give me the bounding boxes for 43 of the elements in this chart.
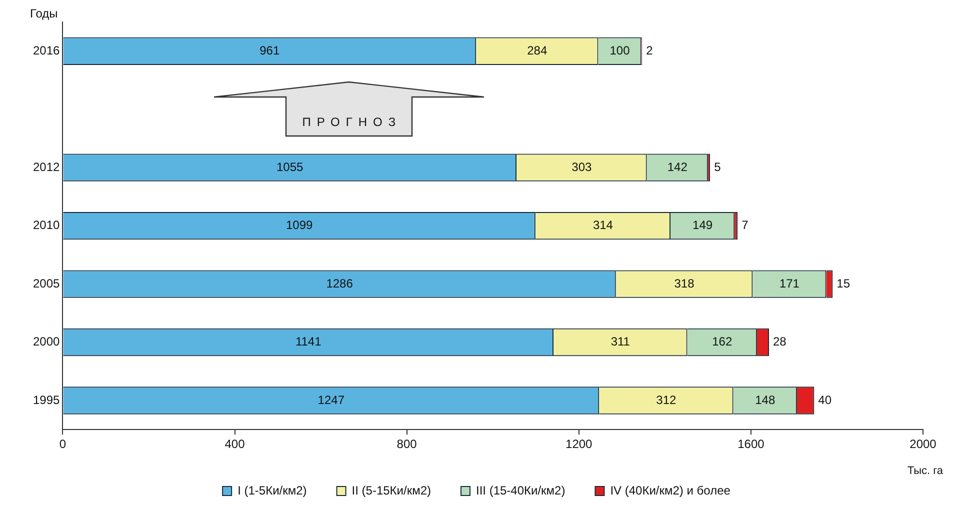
data-label: 7 — [742, 218, 749, 232]
data-label: 311 — [610, 334, 630, 349]
y-tick-label: 2000 — [32, 334, 60, 349]
data-label: 28 — [773, 334, 787, 349]
data-label: 303 — [572, 160, 592, 174]
data-label: 318 — [674, 276, 695, 290]
data-label: 1099 — [286, 218, 313, 232]
legend-label: IV (40Ки/км2) и более — [610, 483, 731, 498]
annotation: ПРОГНОЗ — [302, 115, 402, 130]
data-label: 1055 — [276, 160, 304, 174]
x-tick-label: 400 — [224, 437, 246, 452]
legend-label: III (15-40Ки/км2) — [476, 483, 566, 498]
y-tick-label: 2016 — [32, 43, 60, 58]
data-label: 148 — [755, 392, 776, 407]
y-tick-label: 1995 — [32, 392, 60, 407]
data-label: 162 — [712, 334, 732, 349]
data-label: 40 — [818, 392, 832, 407]
x-tick-label: 800 — [396, 437, 418, 452]
data-label: 15 — [836, 276, 850, 290]
data-label: 284 — [527, 43, 548, 58]
data-label: 171 — [779, 276, 800, 290]
data-label: 312 — [656, 392, 677, 407]
y-tick-label: 2010 — [32, 218, 60, 232]
y-tick-label: 2005 — [32, 276, 60, 290]
data-label: 314 — [592, 218, 614, 232]
x-tick-label: 2000 — [910, 437, 937, 452]
x-axis-title: Тыс. га — [907, 465, 944, 478]
data-label: 142 — [667, 160, 688, 174]
data-label: 2 — [646, 43, 654, 58]
legend-label: I (1-5Ки/км2) — [238, 483, 307, 498]
data-label: 100 — [610, 43, 630, 58]
data-label: 149 — [692, 218, 713, 232]
legend-label: II (5-15Ки/км2) — [352, 483, 431, 498]
data-label: 1141 — [295, 334, 322, 349]
data-label: 5 — [714, 160, 722, 174]
data-label: 1286 — [326, 276, 354, 290]
data-label: 961 — [260, 43, 280, 58]
data-label: 1247 — [318, 392, 345, 407]
x-tick-label: 1200 — [566, 437, 593, 452]
x-tick-label: 1600 — [738, 437, 765, 452]
x-tick-label: 0 — [59, 437, 66, 452]
y-tick-label: 2012 — [32, 160, 60, 174]
y-axis-title: Годы — [30, 6, 58, 20]
